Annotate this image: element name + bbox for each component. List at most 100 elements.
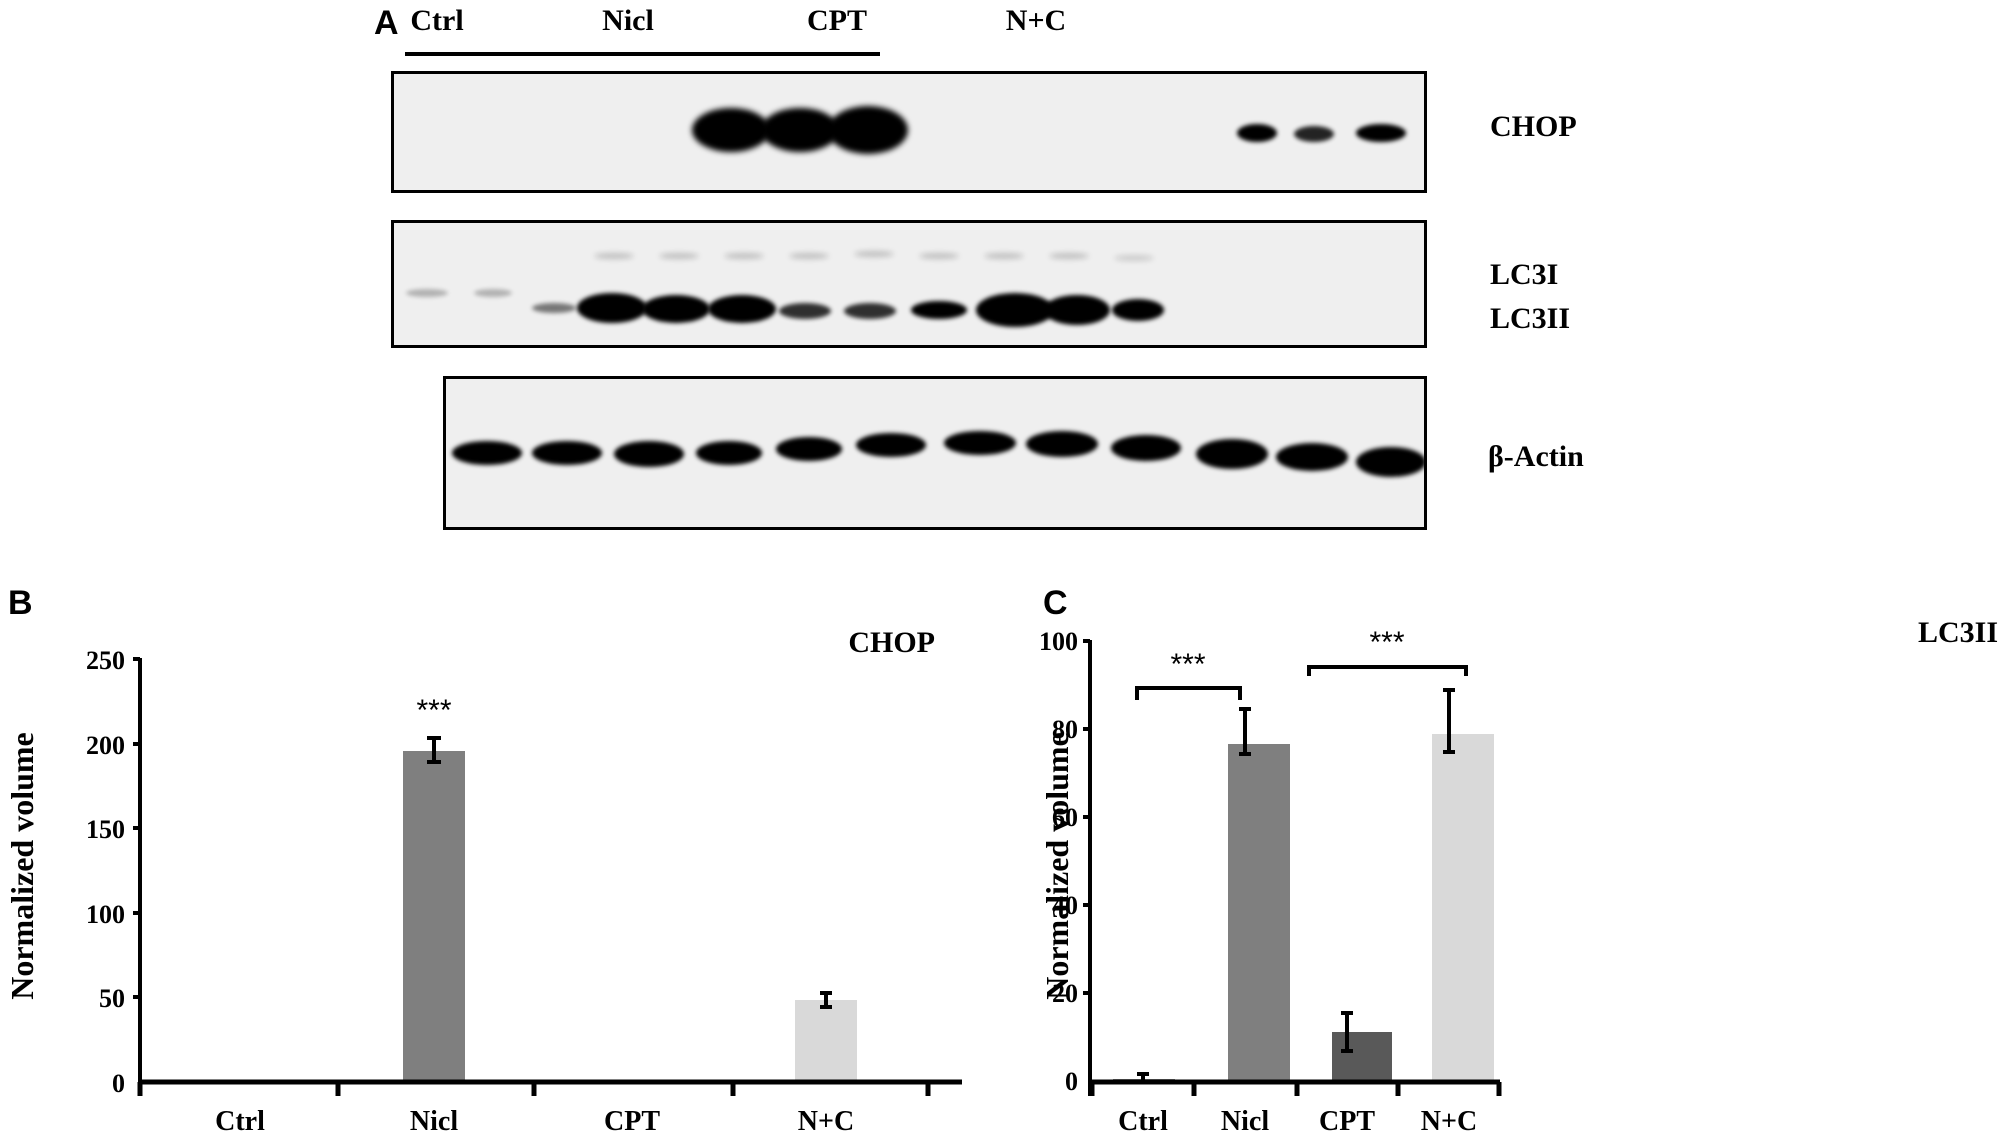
panel-c-letter: C <box>1043 584 1068 622</box>
band <box>406 289 448 297</box>
band <box>1044 295 1110 325</box>
band <box>594 253 634 259</box>
x-tick-labels: Ctrl Nicl CPT N+C <box>215 1106 854 1134</box>
band <box>944 431 1016 455</box>
svg-text:40: 40 <box>1052 891 1078 920</box>
band <box>452 441 522 465</box>
band <box>1294 126 1334 142</box>
blot-chop <box>391 71 1427 193</box>
svg-text:200: 200 <box>86 731 125 760</box>
svg-text:CPT: CPT <box>604 1106 660 1134</box>
panel-b-letter: B <box>8 584 33 622</box>
band <box>1112 299 1164 321</box>
band <box>1196 439 1268 469</box>
band <box>984 253 1024 259</box>
band <box>919 253 959 259</box>
band <box>1356 124 1406 142</box>
significance-brackets <box>1135 665 1468 700</box>
band <box>532 441 602 465</box>
band <box>577 293 647 323</box>
svg-text:0: 0 <box>1065 1067 1078 1096</box>
blot-label-lc3i: LC3I <box>1490 258 1559 291</box>
band <box>1276 443 1348 471</box>
chart-title: LC3II <box>1918 616 1998 649</box>
band <box>779 303 831 319</box>
panel-a-letter: A <box>374 4 399 42</box>
svg-text:Ctrl: Ctrl <box>1118 1106 1168 1134</box>
svg-text:0: 0 <box>112 1069 125 1098</box>
band <box>614 441 684 467</box>
band <box>854 251 894 257</box>
svg-text:250: 250 <box>86 646 125 675</box>
band <box>976 293 1054 327</box>
band <box>474 289 512 297</box>
x-axis <box>137 1079 962 1096</box>
y-axis-label: Normalized volume <box>4 732 40 1000</box>
blot-label-actin: β-Actin <box>1488 440 1584 473</box>
svg-text:50: 50 <box>99 984 125 1013</box>
group-label-cpt: CPT <box>807 4 867 37</box>
bar-nicl <box>403 751 465 1081</box>
significance-stars-2: *** <box>1369 626 1404 659</box>
error-bars <box>1137 688 1455 1081</box>
bar-nc <box>795 1000 857 1081</box>
band <box>776 437 842 461</box>
band <box>911 301 967 319</box>
group-bar-ctrl <box>405 52 572 56</box>
band <box>1049 253 1089 259</box>
band <box>856 433 926 457</box>
band <box>532 303 576 313</box>
svg-text:150: 150 <box>86 815 125 844</box>
svg-text:N+C: N+C <box>1421 1106 1477 1134</box>
band <box>1026 431 1098 457</box>
blot-label-lc3ii: LC3II <box>1490 302 1571 335</box>
svg-text:Ctrl: Ctrl <box>215 1106 265 1134</box>
svg-text:20: 20 <box>1052 979 1078 1008</box>
error-bars <box>427 736 832 1009</box>
band <box>1237 124 1277 142</box>
band <box>642 295 710 323</box>
y-axis <box>1083 639 1092 1096</box>
group-label-nc: N+C <box>1005 4 1067 37</box>
chart-lc3ii: LC3II Normalized volume 100 80 60 40 20 … <box>1039 616 1998 1134</box>
band <box>696 441 762 465</box>
chart-chop: CHOP Normalized volume 250 200 150 100 5… <box>4 626 962 1134</box>
significance-stars-1: *** <box>1170 648 1205 681</box>
band <box>724 253 764 259</box>
svg-text:100: 100 <box>1039 627 1078 656</box>
band <box>789 253 829 259</box>
svg-text:N+C: N+C <box>798 1106 854 1134</box>
significance-stars: *** <box>416 694 451 727</box>
group-label-nicl: Nicl <box>602 4 654 37</box>
chart-title: CHOP <box>848 626 935 659</box>
x-tick-labels: Ctrl Nicl CPT N+C <box>1118 1106 1477 1134</box>
svg-text:80: 80 <box>1052 715 1078 744</box>
blot-actin <box>443 376 1427 530</box>
x-axis <box>1088 1079 1502 1096</box>
bar-nicl <box>1228 744 1290 1081</box>
band <box>708 295 776 323</box>
bar-cpt <box>1332 1032 1392 1081</box>
band <box>761 108 839 152</box>
y-axis <box>133 657 142 1096</box>
group-label-ctrl: Ctrl <box>410 4 464 37</box>
blot-lc3 <box>391 220 1427 348</box>
band <box>659 253 699 259</box>
bar-nc <box>1432 734 1494 1081</box>
group-bar-nc <box>713 52 880 56</box>
band <box>828 106 908 154</box>
svg-text:CPT: CPT <box>1319 1106 1375 1134</box>
svg-text:100: 100 <box>86 900 125 929</box>
band <box>844 303 896 319</box>
svg-text:Nicl: Nicl <box>410 1106 458 1134</box>
band <box>692 108 770 152</box>
svg-text:60: 60 <box>1052 803 1078 832</box>
svg-text:Nicl: Nicl <box>1221 1106 1269 1134</box>
blot-label-chop: CHOP <box>1490 110 1577 143</box>
group-bar-cpt <box>611 52 778 56</box>
group-bar-nicl <box>503 52 670 56</box>
y-axis-label: Normalized volume <box>1039 732 1075 1000</box>
band <box>1356 447 1424 477</box>
band <box>1111 435 1181 461</box>
y-ticks: 100 80 60 40 20 0 <box>1039 627 1078 1096</box>
